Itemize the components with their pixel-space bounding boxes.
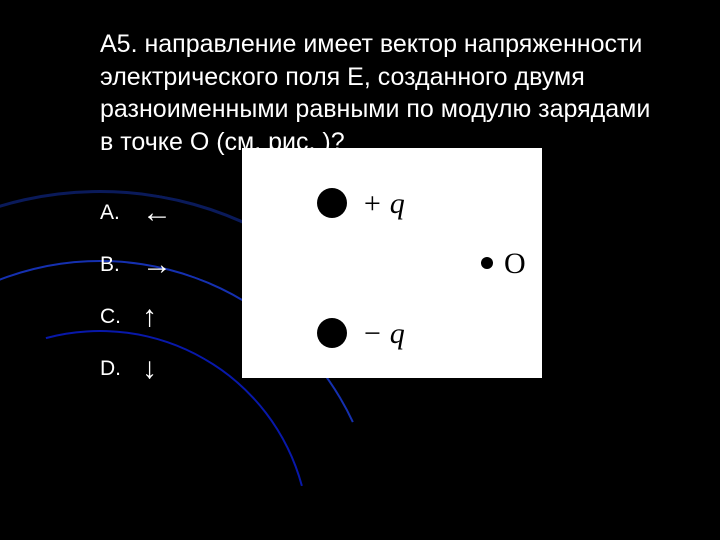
svg-text:+ q: + q bbox=[362, 187, 405, 220]
question-text: А5. направление имеет вектор напряженнос… bbox=[100, 28, 660, 158]
options-list: A. ← B. → C. ↑ D. ↓ bbox=[100, 188, 172, 406]
arrow-right-icon: → bbox=[142, 250, 172, 280]
option-d[interactable]: D. ↓ bbox=[100, 354, 172, 384]
option-letter: B. bbox=[100, 253, 142, 277]
option-b[interactable]: B. → bbox=[100, 250, 172, 280]
diagram-svg: + q − q О bbox=[242, 148, 542, 378]
option-letter: A. bbox=[100, 201, 142, 225]
arrow-up-icon: ↑ bbox=[142, 302, 157, 332]
slide-content: А5. направление имеет вектор напряженнос… bbox=[0, 0, 720, 406]
option-c[interactable]: C. ↑ bbox=[100, 302, 172, 332]
svg-text:О: О bbox=[504, 247, 526, 280]
arrow-down-icon: ↓ bbox=[142, 354, 157, 384]
physics-diagram: + q − q О bbox=[242, 148, 542, 378]
option-a[interactable]: A. ← bbox=[100, 198, 172, 228]
option-letter: D. bbox=[100, 357, 142, 381]
lower-row: A. ← B. → C. ↑ D. ↓ + q − q О bbox=[100, 188, 660, 406]
svg-text:− q: − q bbox=[362, 317, 405, 350]
arrow-left-icon: ← bbox=[142, 198, 172, 228]
option-letter: C. bbox=[100, 305, 142, 329]
